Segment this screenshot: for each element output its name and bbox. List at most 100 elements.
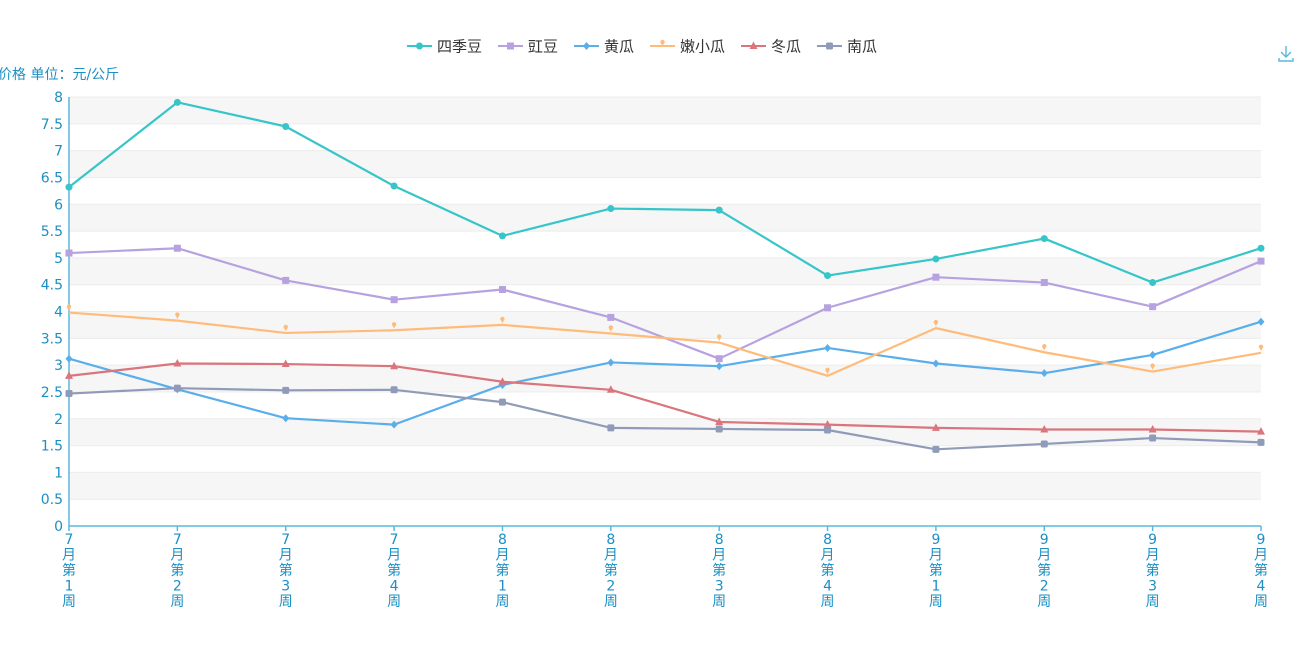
data-point — [175, 312, 180, 320]
data-point — [282, 122, 290, 130]
grid-band — [69, 97, 1261, 124]
data-point — [1149, 303, 1157, 311]
y-tick-label: 3 — [54, 358, 63, 374]
data-point — [931, 423, 940, 431]
data-point — [1040, 369, 1048, 378]
data-point — [1149, 350, 1157, 359]
data-point — [716, 334, 722, 342]
y-tick-label: 2.5 — [41, 385, 63, 401]
data-point — [607, 313, 615, 321]
y-tick-label: 5.5 — [41, 224, 63, 240]
data-point — [65, 183, 73, 191]
x-tick-label: 8 月第 4 周 — [821, 532, 835, 610]
series-line — [68, 320, 1262, 426]
legend-marker — [660, 39, 665, 47]
series-layer — [65, 98, 1265, 453]
legend-marker — [416, 42, 423, 50]
data-point — [932, 359, 940, 368]
data-point — [390, 361, 399, 370]
legend-item[interactable]: 黄瓜 — [574, 38, 634, 56]
legend-label: 南瓜 — [847, 38, 877, 56]
y-tick-label: 3.5 — [41, 331, 63, 347]
legend-marker — [507, 42, 514, 50]
y-tick-label: 2 — [54, 412, 63, 428]
x-tick-label: 7 月第 2 周 — [170, 532, 184, 610]
series-5 — [65, 359, 1265, 435]
download-icon[interactable] — [1274, 42, 1298, 66]
x-tick-label: 9 月第 2 周 — [1037, 532, 1051, 610]
legend-label: 嫩小瓜 — [680, 38, 725, 56]
x-tick-label: 7 月第 3 周 — [279, 532, 293, 610]
legend-marker — [583, 42, 590, 50]
legend-item[interactable]: 豇豆 — [498, 38, 558, 56]
y-tick-label: 7.5 — [41, 117, 63, 133]
axes — [68, 97, 1261, 527]
data-point — [824, 272, 832, 280]
y-tick-label: 1 — [54, 465, 63, 481]
data-point — [390, 420, 398, 429]
data-point — [933, 319, 939, 327]
data-point — [715, 425, 723, 433]
data-point — [932, 273, 940, 281]
data-point — [932, 445, 940, 453]
legend-item[interactable]: 四季豆 — [407, 38, 482, 56]
data-point — [824, 343, 832, 352]
data-point — [607, 205, 615, 213]
x-tick-label: 7 月第 1 周 — [62, 532, 76, 610]
series-line — [68, 387, 1262, 451]
data-point — [173, 244, 181, 252]
legend-item[interactable]: 冬瓜 — [741, 38, 801, 56]
data-point — [65, 390, 73, 398]
data-point — [1258, 344, 1264, 352]
legend: 四季豆 豇豆 黄瓜 嫩小瓜 冬瓜 南瓜 — [407, 38, 877, 56]
data-point — [1257, 317, 1265, 326]
data-point — [500, 316, 505, 324]
y-tick-label: 6 — [54, 197, 63, 213]
legend-marker — [826, 42, 833, 50]
data-point — [715, 206, 723, 214]
x-tick-label: 9 月第 1 周 — [929, 532, 943, 610]
y-tick-label: 0.5 — [41, 492, 63, 508]
series-line — [68, 101, 1262, 284]
data-point — [173, 359, 182, 367]
grid-band — [69, 257, 1261, 285]
data-point — [1257, 257, 1265, 265]
y-axis-ticks: 0 0.5 1 1.5 2 2.5 3 3.5 4 4.5 5 5.5 6 6.5 7 7.5 8 — [41, 90, 63, 535]
x-axis-ticks: 7 月第 1 周 7 月第 2 周 7 月第 3 周 7 月第 4 周 8 月第 1 周 8 月第 2 周 8 月第 3 周 8 月第 4 周… — [62, 526, 1268, 610]
legend-label: 黄瓜 — [604, 38, 634, 56]
data-point — [65, 354, 73, 363]
legend-label: 四季豆 — [437, 38, 482, 56]
series-4 — [66, 304, 1264, 377]
legend-item[interactable]: 南瓜 — [817, 38, 877, 56]
y-tick-label: 4.5 — [41, 278, 63, 294]
data-point — [498, 232, 506, 240]
grid-band — [69, 365, 1261, 392]
data-point — [715, 355, 723, 363]
legend-item[interactable]: 嫩小瓜 — [650, 38, 725, 56]
legend-label: 豇豆 — [528, 38, 558, 56]
y-tick-label: 8 — [54, 90, 63, 106]
y-tick-label: 1.5 — [41, 439, 63, 455]
series-line — [68, 362, 1262, 433]
data-point — [824, 304, 832, 312]
y-tick-label: 5 — [54, 251, 63, 267]
data-point — [282, 276, 290, 284]
legend-label: 冬瓜 — [771, 38, 801, 56]
x-tick-label: 9 月第 4 周 — [1254, 532, 1268, 610]
x-tick-label: 8 月第 2 周 — [604, 532, 618, 610]
data-point — [715, 417, 724, 425]
data-point — [65, 249, 73, 257]
x-tick-label: 8 月第 3 周 — [712, 532, 726, 610]
data-point — [824, 426, 832, 434]
data-point — [391, 322, 397, 329]
data-point — [1042, 344, 1047, 351]
data-point — [1149, 434, 1157, 442]
data-point — [1257, 438, 1265, 446]
x-tick-label: 8 月第 1 周 — [495, 532, 509, 610]
data-point — [282, 386, 290, 394]
y-axis-label: 价格 单位：元/公斤 — [0, 67, 119, 83]
grid-band — [69, 418, 1261, 446]
series-1 — [65, 98, 1265, 287]
data-point — [1257, 427, 1265, 435]
